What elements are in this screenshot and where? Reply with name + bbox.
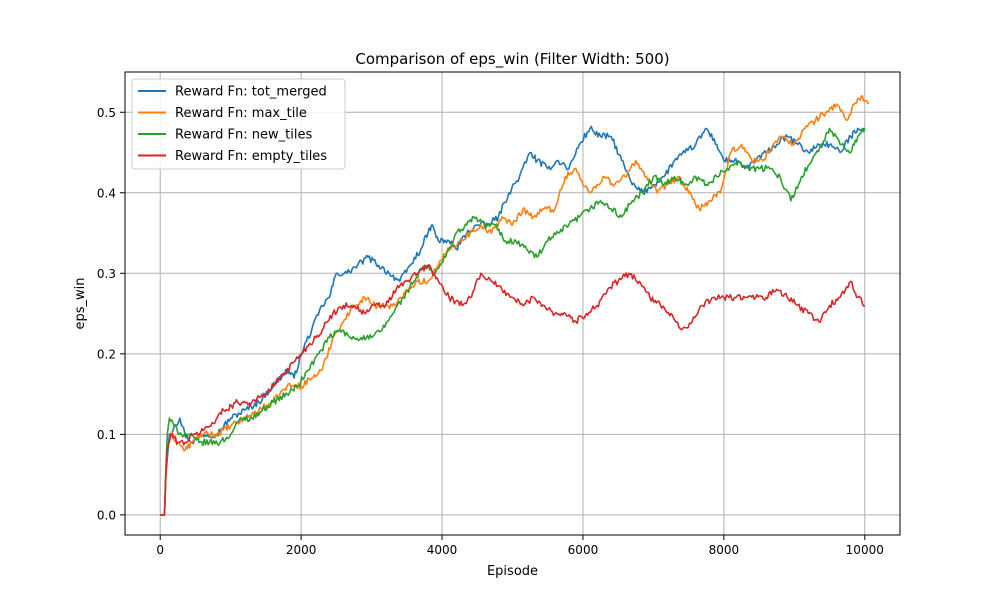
plot-frame — [124, 71, 901, 536]
x-tick-label: 4000 — [427, 543, 458, 557]
legend-items: Reward Fn: tot_merged Reward Fn: max_tile… — [138, 85, 327, 164]
chart-title: Comparison of eps_win (Filter Width: 500… — [355, 50, 669, 69]
y-tick-label: 0.5 — [97, 106, 116, 120]
legend-label: Reward Fn: tot_merged — [175, 85, 327, 100]
x-tick-label: 8000 — [709, 543, 740, 557]
axis-ticks: 0 2000 4000 6000 8000 10000 0.0 0.1 0.2 0.3 0.4 0.5 — [97, 106, 884, 557]
legend-label: Reward Fn: new_tiles — [175, 128, 312, 143]
series-lines — [160, 95, 870, 516]
y-tick-label: 0.0 — [97, 508, 116, 522]
y-tick-label: 0.4 — [97, 186, 116, 200]
legend-label: Reward Fn: empty_tiles — [175, 149, 327, 164]
y-tick-label: 0.2 — [97, 347, 116, 361]
series-line — [160, 127, 866, 516]
y-tick-label: 0.3 — [97, 267, 116, 281]
x-tick-label: 2000 — [286, 543, 317, 557]
legend: Reward Fn: tot_merged Reward Fn: max_tile… — [131, 78, 346, 170]
series-line — [160, 264, 866, 516]
legend-box — [131, 78, 346, 170]
y-axis-label: eps_win — [73, 277, 88, 329]
x-tick-label: 0 — [156, 543, 164, 557]
x-tick-label: 10000 — [846, 543, 884, 557]
series-line — [160, 95, 870, 516]
y-tick-label: 0.1 — [97, 428, 116, 442]
x-tick-label: 6000 — [568, 543, 599, 557]
x-axis-label: Episode — [487, 564, 538, 579]
grid — [125, 72, 900, 535]
legend-label: Reward Fn: max_tile — [175, 106, 307, 121]
